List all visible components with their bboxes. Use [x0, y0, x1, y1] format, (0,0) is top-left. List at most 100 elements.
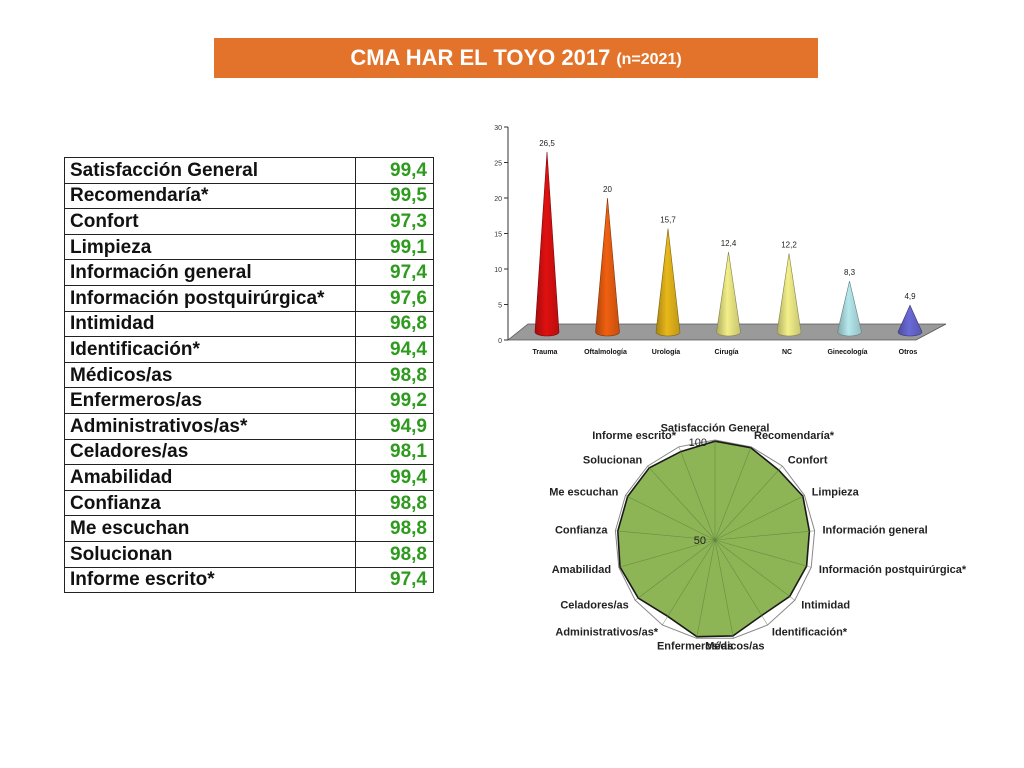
- row-label: Confianza: [64, 489, 356, 517]
- y-tick-label: 25: [494, 161, 502, 168]
- row-value: 97,4: [355, 259, 434, 286]
- row-label: Información postquirúrgica*: [64, 284, 356, 312]
- table-row: Solucionan 98,8: [64, 540, 434, 568]
- page-title: CMA HAR EL TOYO 2017: [350, 45, 611, 70]
- row-label: Administrativos/as*: [64, 412, 356, 440]
- radar-axis-label: Enfermeros/as: [657, 641, 733, 653]
- radar-axis-label: Confianza: [555, 525, 608, 537]
- y-tick-label: 0: [498, 338, 502, 345]
- radar-spoke: [714, 539, 734, 639]
- radar-axis-label: Médicos/as: [705, 641, 764, 653]
- row-value: 98,1: [355, 438, 434, 466]
- table-row: Identificación* 94,4: [64, 336, 434, 363]
- table-row: Administrativos/as* 94,9: [64, 412, 434, 440]
- cone-bar: [837, 281, 862, 337]
- cone-bar: [776, 253, 802, 337]
- radar-spoke: [714, 465, 783, 541]
- cone-bar-chart: 0 5 10 15 20 25 30 26,5 Trauma 20 Oftalmología 15,7…: [494, 125, 947, 356]
- page-subtitle: (n=2021): [616, 51, 682, 68]
- satisfaction-table: Satisfacción General 99,4 Recomendaría* 99,…: [64, 157, 434, 594]
- row-value: 98,8: [355, 489, 434, 517]
- row-label: Solucionan: [64, 540, 356, 568]
- radar-spoke: [635, 539, 716, 601]
- x-tick-label: Ginecología: [827, 349, 867, 356]
- x-tick-label: Cirugía: [714, 349, 738, 356]
- cone-bar: [595, 197, 620, 337]
- y-tick-label: 10: [494, 267, 502, 274]
- table-row: Información general 97,4: [64, 259, 434, 286]
- radar-axis-label: Información postquirúrgica*: [819, 564, 967, 576]
- cone-bar: [897, 304, 923, 337]
- row-value: 99,4: [355, 157, 434, 184]
- x-tick-label: Otros: [899, 349, 918, 356]
- row-value: 98,8: [355, 515, 434, 542]
- data-label: 8,3: [844, 268, 856, 277]
- row-value: 94,4: [355, 336, 434, 363]
- row-value: 97,6: [355, 284, 434, 312]
- radar-spoke: [714, 539, 795, 601]
- data-label: 4,9: [904, 292, 916, 301]
- y-tick-label: 20: [494, 196, 502, 203]
- radar-spoke: [647, 465, 716, 541]
- radar-spoke: [618, 539, 716, 568]
- radar-axis-label: Limpieza: [812, 486, 860, 498]
- row-label: Satisfacción General: [64, 157, 356, 184]
- table-row: Intimidad 96,8: [64, 310, 434, 338]
- table-row: Limpieza 99,1: [64, 233, 434, 261]
- row-value: 96,8: [355, 310, 434, 338]
- table-row: Confort 97,3: [64, 208, 434, 235]
- radar-spoke: [714, 495, 805, 541]
- radar-tick-label: 50: [694, 535, 706, 547]
- radar-spoke: [714, 539, 768, 626]
- table-row: Recomendaría* 99,5: [64, 182, 434, 210]
- radar-spoke: [678, 446, 716, 541]
- cone-bar: [655, 228, 681, 337]
- row-label: Enfermeros/as: [64, 387, 356, 414]
- data-label: 12,4: [721, 239, 737, 248]
- table-row: Información postquirúrgica* 97,6: [64, 284, 434, 312]
- y-tick-label: 5: [498, 303, 502, 310]
- radar-spoke: [714, 530, 815, 541]
- row-value: 99,2: [355, 387, 434, 414]
- table-row: Amabilidad 99,4: [64, 464, 434, 491]
- y-tick-label: 30: [494, 125, 502, 132]
- x-tick-label: Trauma: [533, 349, 558, 356]
- table-row: Médicos/as 98,8: [64, 361, 434, 389]
- radar-spoke: [662, 539, 716, 626]
- row-value: 99,1: [355, 233, 434, 261]
- row-label: Información general: [64, 259, 356, 286]
- row-label: Recomendaría*: [64, 182, 356, 210]
- cone-bar: [534, 151, 560, 337]
- radar-axis-label: Administrativos/as*: [555, 626, 658, 638]
- data-label: 20: [603, 185, 612, 194]
- y-tick-label: 15: [494, 232, 502, 239]
- row-value: 98,8: [355, 361, 434, 389]
- table-row: Informe escrito* 97,4: [64, 566, 434, 594]
- radar-outer-ring: [614, 439, 816, 639]
- radar-axis-label: Identificación*: [772, 626, 848, 638]
- row-label: Médicos/as: [64, 361, 356, 389]
- row-label: Me escuchan: [64, 515, 356, 542]
- row-value: 94,9: [355, 412, 434, 440]
- row-label: Informe escrito*: [64, 566, 356, 594]
- row-label: Limpieza: [64, 233, 356, 261]
- radar-axis-label: Intimidad: [801, 600, 850, 612]
- cone-bar: [716, 251, 741, 337]
- radar-spoke: [625, 495, 716, 541]
- row-value: 99,4: [355, 464, 434, 491]
- radar-spoke: [714, 539, 812, 568]
- table-row: Confianza 98,8: [64, 489, 434, 517]
- row-label: Identificación*: [64, 336, 356, 363]
- row-value: 97,3: [355, 208, 434, 235]
- row-label: Confort: [64, 208, 356, 235]
- radar-axis-label: Satisfacción General: [661, 423, 770, 435]
- row-value: 99,5: [355, 182, 434, 210]
- radar-axis-label: Solucionan: [583, 455, 643, 467]
- radar-axis-label: Informe escrito*: [592, 430, 676, 442]
- radar-series-area: [616, 440, 811, 638]
- row-label: Amabilidad: [64, 464, 356, 491]
- radar-axis-label: Amabilidad: [552, 564, 611, 576]
- table-row: Me escuchan 98,8: [64, 515, 434, 542]
- row-value: 97,4: [355, 566, 434, 594]
